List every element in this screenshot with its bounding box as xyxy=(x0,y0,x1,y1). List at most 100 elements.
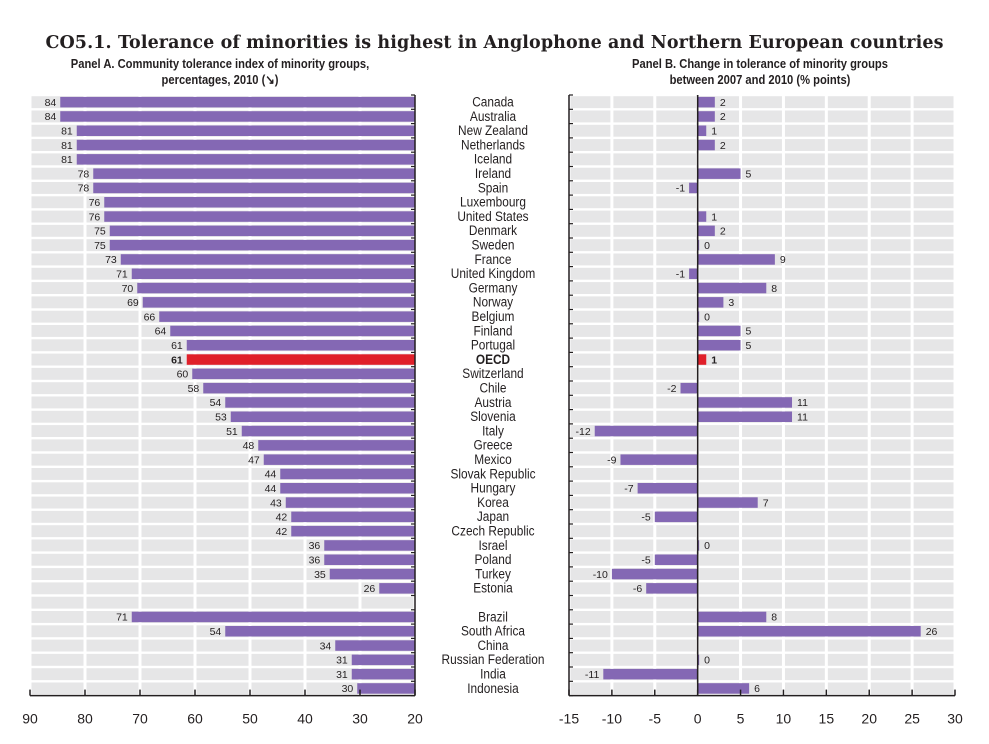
bar-slovak-republic xyxy=(280,468,415,480)
grid-cell xyxy=(613,539,654,552)
grid-cell xyxy=(31,224,84,237)
x-tick-label: 25 xyxy=(904,711,920,727)
grid-cell xyxy=(913,653,954,666)
bar-slovenia xyxy=(697,411,793,422)
grid-cell xyxy=(699,453,740,466)
grid-cell xyxy=(656,410,697,423)
bar-turkey xyxy=(611,568,698,580)
grid-cell xyxy=(742,425,782,437)
grid-cell xyxy=(742,353,782,366)
grid-cell xyxy=(827,282,868,294)
bar-portugal xyxy=(186,340,415,351)
grid-cell xyxy=(570,253,611,266)
grid-cell xyxy=(86,525,139,538)
grid-cell xyxy=(306,582,359,595)
grid-cell xyxy=(699,124,740,137)
grid-cell xyxy=(913,210,954,223)
grid-cell xyxy=(870,110,911,123)
grid-cell xyxy=(31,182,84,194)
x-tick-label: 80 xyxy=(77,711,93,727)
grid-cell xyxy=(570,582,611,595)
grid-cell xyxy=(656,239,697,252)
grid-cell xyxy=(784,124,825,137)
grid-cell xyxy=(613,396,654,409)
grid-cell xyxy=(86,410,139,423)
bar-greece xyxy=(258,440,415,451)
bar-china xyxy=(335,640,415,651)
grid-cell xyxy=(613,625,654,638)
grid-cell xyxy=(613,224,654,237)
bar-slovenia xyxy=(230,411,415,422)
bar-portugal xyxy=(697,340,741,351)
grid-cell xyxy=(31,653,84,666)
grid-cell xyxy=(251,568,304,580)
grid-cell xyxy=(613,110,654,123)
grid-cell xyxy=(913,367,954,380)
grid-cell xyxy=(784,668,825,681)
category-label: Sweden xyxy=(472,237,515,253)
grid-cell xyxy=(742,196,782,209)
grid-cell xyxy=(613,682,654,695)
grid-cell xyxy=(827,296,868,309)
grid-cell xyxy=(656,310,697,323)
grid-cell xyxy=(86,310,139,323)
data-label: 26 xyxy=(926,626,938,638)
bar-austria xyxy=(225,397,415,408)
grid-cell xyxy=(699,582,740,595)
grid-cell xyxy=(827,539,868,552)
grid-cell xyxy=(784,596,825,609)
grid-cell xyxy=(141,568,194,580)
grid-cell xyxy=(570,296,611,309)
grid-cell xyxy=(86,382,139,395)
grid-cell xyxy=(141,382,194,395)
grid-cell xyxy=(699,439,740,452)
grid-cell xyxy=(251,653,304,666)
grid-cell xyxy=(31,124,84,137)
grid-cell xyxy=(31,468,84,480)
grid-cell xyxy=(699,510,740,523)
bar-canada xyxy=(60,96,415,108)
grid-cell xyxy=(613,310,654,323)
grid-cell xyxy=(196,625,249,638)
grid-cell xyxy=(613,482,654,495)
grid-cell xyxy=(570,239,611,252)
grid-cell xyxy=(31,325,84,337)
grid-cell xyxy=(656,96,697,109)
data-label: 75 xyxy=(94,226,106,238)
grid-cell xyxy=(31,682,84,695)
grid-cell xyxy=(251,596,304,609)
grid-cell xyxy=(251,682,304,695)
grid-cell xyxy=(742,339,782,352)
grid-cell xyxy=(31,525,84,538)
grid-cell xyxy=(913,396,954,409)
grid-cell xyxy=(570,410,611,423)
grid-cell xyxy=(742,553,782,566)
grid-cell xyxy=(742,139,782,151)
grid-cell xyxy=(784,439,825,452)
bar-finland xyxy=(697,325,741,337)
grid-cell xyxy=(784,167,825,180)
grid-cell xyxy=(86,353,139,366)
grid-cell xyxy=(31,539,84,552)
data-label: 54 xyxy=(210,626,222,638)
grid-cell xyxy=(656,167,697,180)
grid-cell xyxy=(251,510,304,523)
grid-cell xyxy=(141,596,194,609)
data-label: 64 xyxy=(155,326,167,338)
bar-india xyxy=(351,668,415,680)
category-label: Switzerland xyxy=(462,365,523,381)
grid-cell xyxy=(827,124,868,137)
bar-estonia xyxy=(646,583,698,594)
grid-cell xyxy=(31,625,84,638)
bar-japan xyxy=(291,511,415,523)
grid-cell xyxy=(613,596,654,609)
data-label: -1 xyxy=(676,269,685,281)
category-label: South Africa xyxy=(461,623,526,639)
grid-cell xyxy=(570,639,611,652)
data-label: -1 xyxy=(676,183,685,195)
x-tick-label: 15 xyxy=(819,711,835,727)
grid-cell xyxy=(742,639,782,652)
grid-cell xyxy=(251,539,304,552)
grid-cell xyxy=(141,553,194,566)
category-label: Hungary xyxy=(471,480,516,496)
